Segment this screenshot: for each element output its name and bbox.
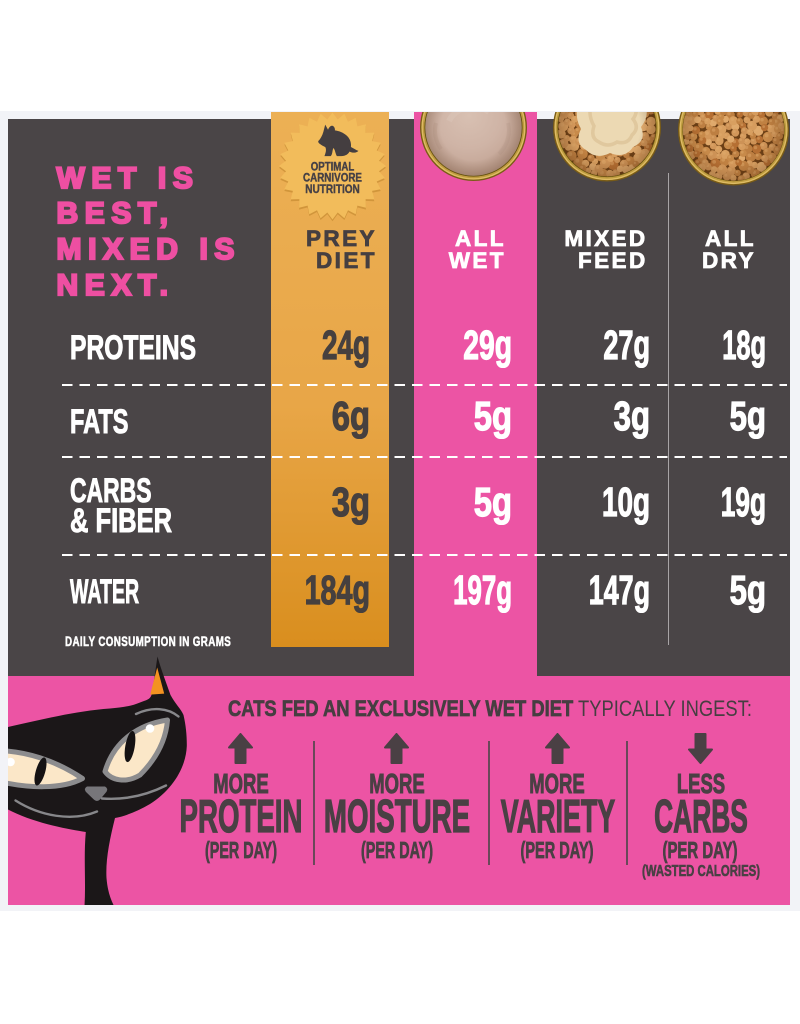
svg-text:OPTIMAL: OPTIMAL bbox=[311, 159, 355, 173]
svg-text:CARNIVORE: CARNIVORE bbox=[303, 170, 362, 184]
svg-text:NUTRITION: NUTRITION bbox=[305, 182, 360, 196]
